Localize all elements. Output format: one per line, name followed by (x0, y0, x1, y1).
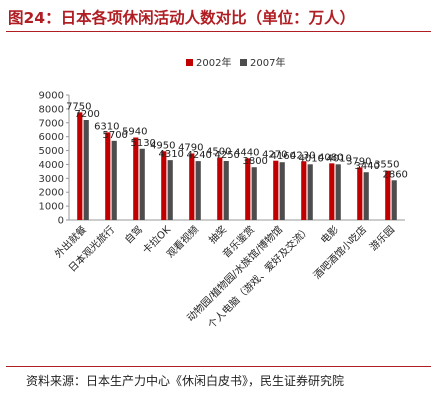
value-label-2002: 4270 (262, 150, 287, 161)
bar-2002 (273, 160, 279, 220)
value-label-2002: 3790 (346, 156, 371, 167)
legend-swatch-2002 (186, 59, 193, 66)
legend-label-2002: 2002年 (196, 56, 231, 69)
bar-2007 (391, 180, 397, 220)
bars (77, 112, 397, 220)
bar-2002 (105, 132, 111, 220)
bar-2007 (223, 160, 229, 220)
y-tick-label: 7000 (39, 118, 64, 129)
value-label-2007: 4310 (158, 149, 183, 160)
bar-2007 (83, 120, 89, 220)
y-tick-label: 2000 (39, 188, 64, 199)
value-label-2002: 3550 (374, 160, 399, 171)
value-label-2007: 2860 (382, 169, 407, 180)
bar-2002 (385, 170, 391, 220)
y-tick-label: 9000 (39, 91, 64, 102)
bar-2007 (335, 164, 341, 220)
value-label-2007: 7200 (74, 109, 99, 120)
bar-2002 (245, 158, 251, 220)
bar-2007 (307, 164, 313, 220)
value-label-2007: 4240 (186, 150, 211, 161)
value-label-2007: 5130 (130, 138, 155, 149)
value-label-2002: 4500 (206, 147, 231, 158)
value-label-2002: 6310 (94, 121, 119, 132)
bar-2007 (363, 172, 369, 220)
bar-2002 (217, 157, 223, 220)
bar-2007 (167, 160, 173, 220)
value-label-2002: 4440 (234, 147, 259, 158)
axes: 0 1000 2000 3000 4000 5000 6000 7000 8000 9000 (39, 91, 405, 227)
y-tick-label: 6000 (39, 132, 64, 143)
y-tick-label: 3000 (39, 174, 64, 185)
value-label-2007: 3800 (242, 156, 267, 167)
value-label-2007: 4160 (270, 151, 295, 162)
y-tick-label: 1000 (39, 202, 64, 213)
category-label: 游乐园 (367, 223, 397, 253)
chart-title: 图24：日本各项休闲活动人数对比（单位：万人） (8, 9, 356, 27)
category-label: 抽奖 (206, 223, 229, 246)
bar-2007 (251, 167, 257, 220)
source-note: 资料来源：日本生产力中心《休闲白皮书》，民生证券研究院 (26, 374, 345, 388)
category-label: 日本观光旅行 (66, 223, 118, 275)
value-label-2002: 5940 (122, 127, 147, 138)
category-label: 电影 (318, 223, 341, 246)
value-label-2007: 5700 (102, 130, 127, 141)
bar-2002 (301, 161, 307, 220)
value-label-2007: 4010 (298, 153, 323, 164)
bar-2002 (357, 167, 363, 220)
bar-2002 (161, 151, 167, 220)
category-label: 自驾 (122, 223, 145, 246)
y-tick-label: 5000 (39, 146, 64, 157)
bar-2002 (189, 153, 195, 220)
bar-2007 (279, 162, 285, 220)
value-labels: 7750720063105700594051304950431047904240… (66, 101, 408, 180)
value-label-2007: 3440 (354, 161, 379, 172)
value-label-2002: 4790 (178, 142, 203, 153)
value-label-2002: 4230 (290, 150, 315, 161)
value-label-2007: 4010 (326, 153, 351, 164)
y-tick-label: 8000 (39, 104, 64, 115)
value-label-2002: 7750 (66, 101, 91, 112)
legend-swatch-2007 (240, 59, 247, 66)
value-label-2002: 4950 (150, 140, 175, 151)
legend-label-2007: 2007年 (250, 56, 285, 69)
bar-2002 (133, 137, 139, 220)
bar-chart: 2002年 2007年 0 1000 2000 3000 4000 5000 6000 7000… (39, 56, 408, 331)
y-tick-label: 4000 (39, 160, 64, 171)
footer-divider (6, 366, 431, 367)
bar-2007 (139, 148, 145, 220)
legend: 2002年 2007年 (186, 56, 285, 69)
value-label-2007: 4250 (214, 150, 239, 161)
title-divider (6, 31, 431, 32)
bar-2007 (195, 161, 201, 220)
bar-2002 (329, 163, 335, 220)
bar-2002 (77, 112, 83, 220)
bar-2007 (111, 140, 117, 220)
y-tick-label: 0 (58, 216, 64, 227)
value-label-2002: 4080 (318, 152, 343, 163)
